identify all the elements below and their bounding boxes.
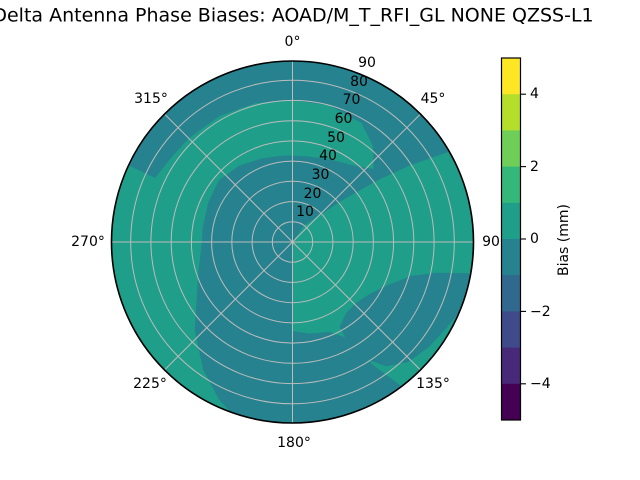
radial-label-60: 60 (334, 111, 353, 127)
radial-label-80: 80 (350, 73, 368, 90)
radial-label-70: 70 (342, 92, 361, 108)
angle-label-0: 0° (284, 34, 301, 50)
colorbar (500, 57, 526, 421)
radial-label-20: 20 (303, 185, 322, 202)
radial-label-50: 50 (327, 129, 345, 146)
colorbar-tick-4: 4 (530, 86, 539, 102)
angle-label-90: 90 (482, 234, 500, 250)
colorbar-band (501, 275, 521, 312)
radial-label-40: 40 (319, 148, 337, 164)
colorbar-band (501, 347, 521, 385)
polar-outline (110, 60, 475, 424)
colorbar-band (501, 58, 521, 95)
colorbar-axis-label: Bias (mm) (556, 203, 572, 277)
colorbar-tick-neg4: −4 (530, 376, 551, 392)
contour-regions (111, 100, 473, 413)
colorbar-tick-marks (520, 93, 526, 385)
colorbar-band (501, 311, 521, 349)
contour-band-green-west-north (111, 100, 374, 413)
angle-label-315: 315° (134, 91, 168, 107)
angle-label-135: 135° (416, 376, 450, 392)
colorbar-band (501, 166, 521, 204)
angle-label-225: 225° (133, 376, 167, 392)
colorbar-band (501, 130, 521, 168)
colorbar-tick-0: 0 (530, 231, 539, 247)
radial-label-10: 10 (296, 204, 314, 220)
colorbar-band (501, 94, 521, 131)
radial-label-30: 30 (311, 167, 330, 183)
colorbar-tick-2: 2 (530, 158, 539, 175)
plot-title: Delta Antenna Phase Biases: AOAD/M_T_RFI… (0, 4, 594, 27)
colorbar-band (501, 383, 521, 420)
angle-label-270: 270° (71, 234, 105, 250)
polar-grid (111, 61, 474, 423)
contour-band-teal-southeast (339, 272, 470, 367)
angle-label-45: 45° (420, 91, 446, 107)
colorbar-band (501, 239, 521, 276)
radial-label-90: 90 (358, 55, 376, 71)
colorbar-tick-neg2: −2 (530, 303, 551, 320)
angle-label-180: 180° (277, 435, 311, 451)
colorbar-band (501, 202, 521, 240)
